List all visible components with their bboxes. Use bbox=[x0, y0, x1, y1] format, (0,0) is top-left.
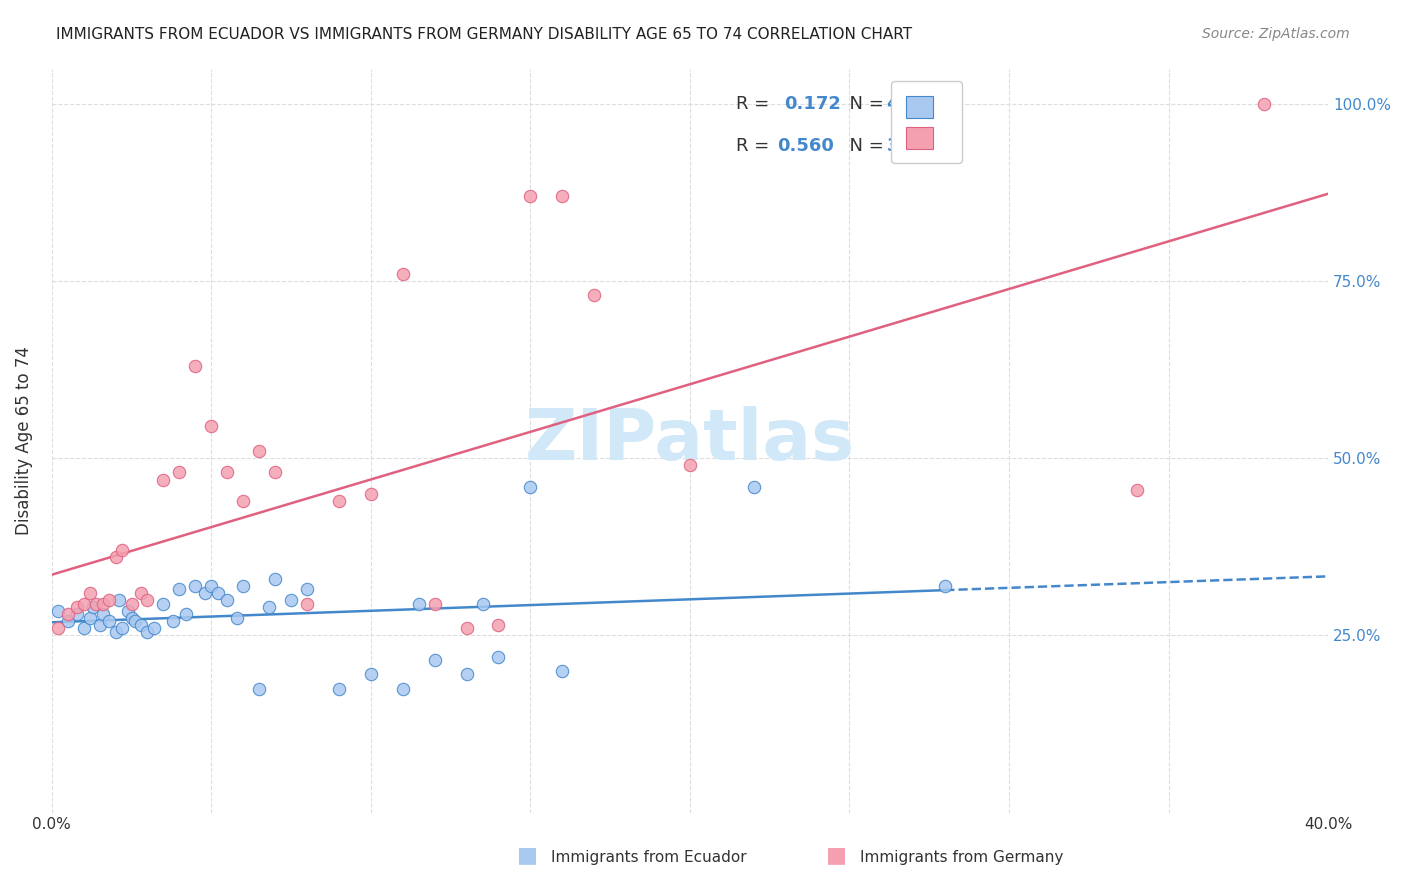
Point bbox=[295, 597, 318, 611]
Point bbox=[456, 621, 478, 635]
Point bbox=[152, 473, 174, 487]
Point bbox=[136, 593, 159, 607]
Point bbox=[184, 579, 207, 593]
Legend: , : , bbox=[891, 81, 962, 163]
Text: ■: ■ bbox=[517, 846, 537, 865]
Text: N =: N = bbox=[838, 95, 890, 112]
Point bbox=[117, 604, 139, 618]
Point bbox=[295, 582, 318, 597]
Point bbox=[1125, 483, 1147, 497]
Point bbox=[82, 600, 104, 615]
Point bbox=[583, 288, 606, 302]
Point bbox=[742, 480, 765, 494]
Point bbox=[121, 610, 143, 624]
Text: ■: ■ bbox=[827, 846, 846, 865]
Point bbox=[679, 458, 702, 473]
Point bbox=[136, 624, 159, 639]
Point bbox=[169, 582, 191, 597]
Point bbox=[264, 572, 287, 586]
Point bbox=[360, 486, 382, 500]
Text: R =: R = bbox=[735, 137, 775, 155]
Point bbox=[46, 621, 69, 635]
Point bbox=[232, 579, 254, 593]
Point bbox=[169, 466, 191, 480]
Point bbox=[1253, 97, 1275, 112]
Text: 0.560: 0.560 bbox=[776, 137, 834, 155]
Point bbox=[56, 614, 79, 628]
Point bbox=[934, 579, 956, 593]
Point bbox=[89, 617, 111, 632]
Point bbox=[174, 607, 197, 621]
Point bbox=[184, 359, 207, 373]
Point bbox=[91, 607, 114, 621]
Text: 34: 34 bbox=[887, 137, 911, 155]
Point bbox=[551, 664, 574, 678]
Point bbox=[360, 667, 382, 681]
Point bbox=[98, 593, 121, 607]
Text: 0.172: 0.172 bbox=[785, 95, 841, 112]
Point bbox=[423, 597, 446, 611]
Point bbox=[142, 621, 165, 635]
Point bbox=[280, 593, 302, 607]
Point bbox=[257, 600, 280, 615]
Point bbox=[456, 667, 478, 681]
Point bbox=[225, 610, 247, 624]
Point bbox=[551, 189, 574, 203]
Text: R =: R = bbox=[735, 95, 780, 112]
Point bbox=[79, 586, 101, 600]
Point bbox=[111, 621, 134, 635]
Point bbox=[247, 444, 270, 458]
Point bbox=[207, 586, 229, 600]
Point bbox=[391, 681, 413, 696]
Point bbox=[79, 610, 101, 624]
Point bbox=[104, 550, 127, 565]
Point bbox=[423, 653, 446, 667]
Text: 46: 46 bbox=[887, 95, 911, 112]
Point bbox=[91, 597, 114, 611]
Text: Source: ZipAtlas.com: Source: ZipAtlas.com bbox=[1202, 27, 1350, 41]
Point bbox=[121, 597, 143, 611]
Point bbox=[328, 493, 350, 508]
Text: Immigrants from Ecuador: Immigrants from Ecuador bbox=[551, 850, 747, 865]
Point bbox=[471, 597, 494, 611]
Text: ZIPatlas: ZIPatlas bbox=[524, 406, 855, 475]
Point bbox=[86, 597, 108, 611]
Point bbox=[391, 267, 413, 281]
Point bbox=[98, 614, 121, 628]
Point bbox=[56, 607, 79, 621]
Point bbox=[264, 466, 287, 480]
Point bbox=[217, 593, 239, 607]
Point bbox=[217, 466, 239, 480]
Point bbox=[66, 600, 89, 615]
Point bbox=[111, 543, 134, 558]
Point bbox=[328, 681, 350, 696]
Y-axis label: Disability Age 65 to 74: Disability Age 65 to 74 bbox=[15, 346, 32, 535]
Point bbox=[129, 586, 152, 600]
Point bbox=[194, 586, 217, 600]
Text: IMMIGRANTS FROM ECUADOR VS IMMIGRANTS FROM GERMANY DISABILITY AGE 65 TO 74 CORRE: IMMIGRANTS FROM ECUADOR VS IMMIGRANTS FR… bbox=[56, 27, 912, 42]
Point bbox=[104, 624, 127, 639]
Point bbox=[152, 597, 174, 611]
Point bbox=[408, 597, 430, 611]
Point bbox=[488, 617, 510, 632]
Point bbox=[73, 621, 96, 635]
Point bbox=[73, 597, 96, 611]
Point bbox=[488, 649, 510, 664]
Point bbox=[66, 607, 89, 621]
Point bbox=[200, 579, 222, 593]
Point bbox=[107, 593, 129, 607]
Text: Immigrants from Germany: Immigrants from Germany bbox=[860, 850, 1064, 865]
Point bbox=[129, 617, 152, 632]
Point bbox=[46, 604, 69, 618]
Text: N =: N = bbox=[838, 137, 890, 155]
Point bbox=[200, 419, 222, 434]
Point bbox=[162, 614, 184, 628]
Point bbox=[247, 681, 270, 696]
Point bbox=[519, 189, 541, 203]
Point bbox=[519, 480, 541, 494]
Point bbox=[232, 493, 254, 508]
Point bbox=[124, 614, 146, 628]
